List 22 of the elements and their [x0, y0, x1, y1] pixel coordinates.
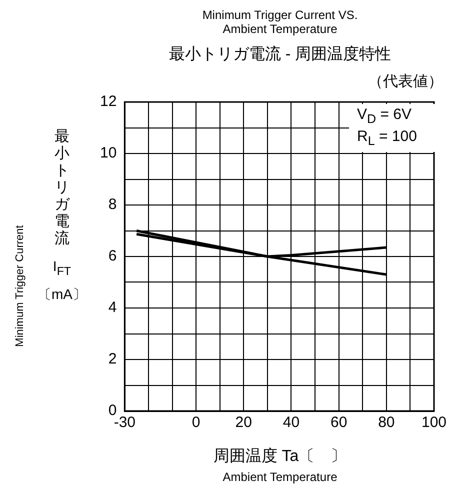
x-axis-title: 周囲温度 Ta〔 〕: [212, 446, 348, 467]
y-tick-label: 6: [108, 248, 117, 265]
x-tick-label: 100: [421, 414, 447, 432]
conditions-box: V$_{D}$ = 6V R$_{L}$ = 100: [349, 104, 435, 152]
y-tick-label: 4: [108, 299, 117, 316]
text: （代表値）: [368, 72, 443, 91]
chart-subtitle: 最小トリガ電流 - 周囲温度特性: [168, 44, 392, 65]
text: Ambient Temperature: [222, 470, 338, 484]
y-tick-label: 8: [108, 196, 117, 214]
annotation: R$_{L}$ = 100: [357, 128, 418, 150]
x-tick-label: 20: [235, 414, 252, 432]
y-tick-label: 12: [100, 93, 117, 110]
x-tick-label: 80: [378, 414, 395, 432]
x-tick-label: 60: [330, 414, 348, 432]
text: 最小トリガ電流 I$_{FT}$ 〔mA〕: [38, 128, 86, 302]
y-tick-label: 2: [108, 350, 117, 368]
text: Minimum Trigger Current: [14, 224, 26, 349]
x-tick-label: 40: [282, 414, 300, 432]
y-tick-label: 10: [100, 144, 117, 162]
x-tick-label: 0: [192, 414, 200, 432]
annotation: V$_{D}$ = 6V: [357, 106, 412, 128]
chart-title: Minimum Trigger Current VS. Ambient Temperature: [201, 8, 359, 36]
